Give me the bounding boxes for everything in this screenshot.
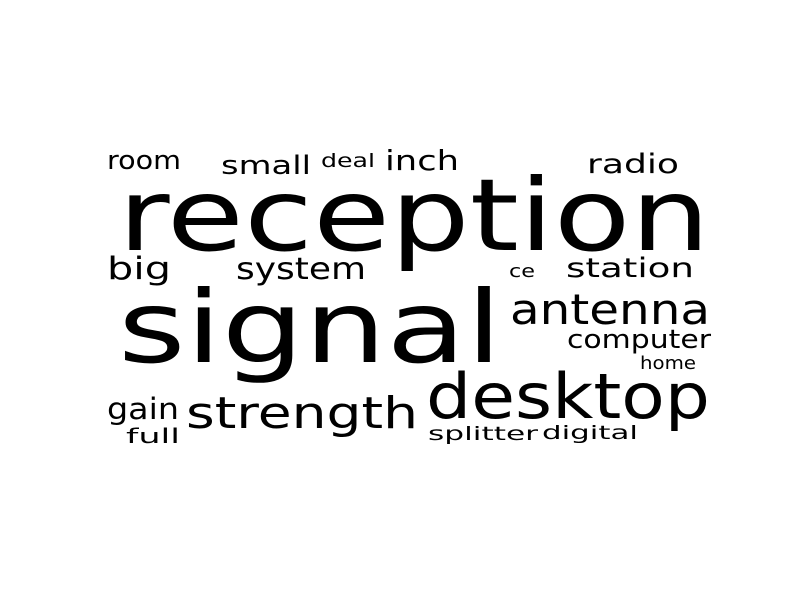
word-strength: strength bbox=[186, 388, 418, 439]
word-digital: digital bbox=[542, 422, 638, 444]
word-station: station bbox=[566, 253, 694, 284]
word-desktop: desktop bbox=[426, 360, 710, 433]
word-computer: computer bbox=[567, 325, 711, 355]
word-reception: reception bbox=[118, 157, 710, 274]
word-small: small bbox=[221, 151, 311, 181]
word-radio: radio bbox=[587, 149, 679, 180]
word-home: home bbox=[640, 353, 696, 374]
word-full: full bbox=[126, 424, 180, 448]
word-deal: deal bbox=[321, 150, 375, 172]
word-antenna: antenna bbox=[510, 285, 710, 334]
word-gain: gain bbox=[107, 392, 179, 426]
word-signal: signal bbox=[118, 269, 502, 386]
word-splitter: splitter bbox=[428, 423, 538, 445]
word-room: room bbox=[107, 146, 181, 176]
word-inch: inch bbox=[385, 144, 459, 177]
word-system: system bbox=[236, 252, 366, 287]
word-big: big bbox=[107, 251, 171, 287]
word-ce: ce bbox=[509, 261, 535, 282]
